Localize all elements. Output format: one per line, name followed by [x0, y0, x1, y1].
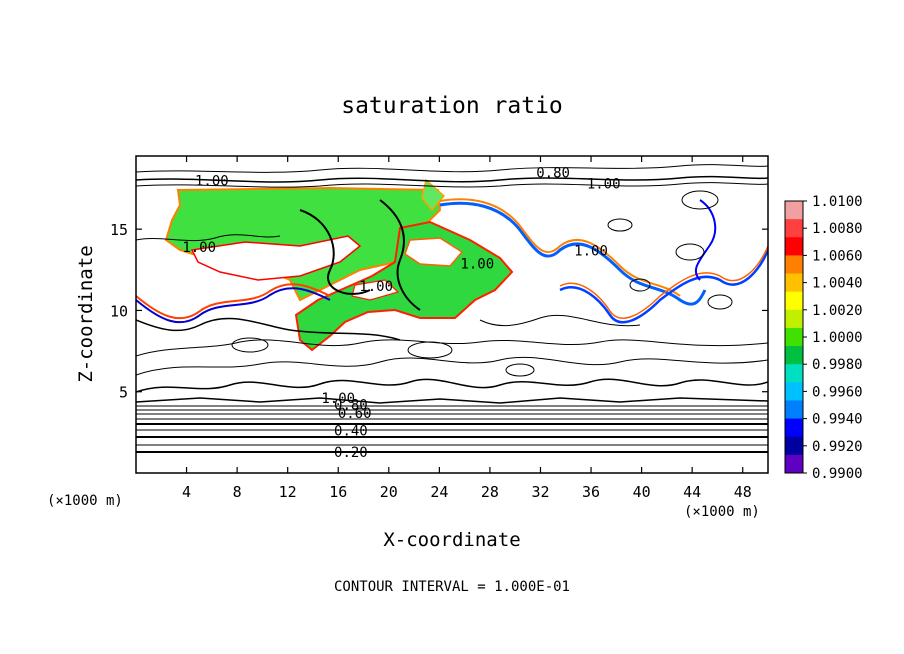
x-tick-label: 8 [233, 483, 242, 501]
plot-frame [135, 155, 769, 474]
colorbar-label: 0.9960 [812, 384, 863, 400]
colorbar-label: 1.0100 [812, 194, 863, 210]
contour-label: 1.00 [460, 256, 494, 272]
colorbar-label: 0.9920 [812, 439, 863, 455]
saturation-field [164, 178, 514, 352]
x-tick-label: 32 [531, 483, 549, 501]
colorbar-swatch [785, 418, 803, 438]
x-tick-label: 20 [380, 483, 398, 501]
colorbar-label: 1.0040 [812, 276, 863, 292]
y-tick-label: 15 [110, 221, 128, 239]
z-unit-label: (×1000 m) [47, 493, 123, 509]
colorbar-swatch [785, 219, 803, 238]
colorbar-swatch [785, 346, 803, 365]
x-tick-label: 24 [430, 483, 448, 501]
field-hole-white-1 [190, 235, 362, 281]
x-tick-label: 12 [279, 483, 297, 501]
fringe-contours [136, 198, 768, 324]
colorbar-label: 1.0000 [812, 330, 863, 346]
contour-interval-note: CONTOUR INTERVAL = 1.000E-01 [334, 579, 570, 595]
colorbar-label: 0.9900 [812, 466, 863, 482]
chart-title: saturation ratio [341, 93, 563, 119]
colorbar-swatch [785, 309, 803, 329]
contour-label: 0.40 [334, 424, 368, 440]
field-hole-white-2 [404, 237, 464, 267]
x-tick-label: 44 [683, 483, 701, 501]
colorbar-label: 1.0020 [812, 303, 863, 319]
contour-label: 0.80 [334, 398, 368, 414]
contour-label: 1.00 [182, 240, 216, 256]
x-tick-label: 16 [329, 483, 347, 501]
y-axis-title: Z-coordinate [75, 245, 97, 382]
colorbar-label: 1.0060 [812, 248, 863, 264]
y-tick-label: 5 [119, 384, 128, 402]
colorbar-swatch [785, 291, 803, 311]
colorbar-swatch [785, 273, 803, 293]
contour-label: 0.20 [334, 445, 368, 461]
colorbar-swatch [785, 237, 803, 256]
x-tick-label: 48 [734, 483, 752, 501]
y-axis: 5 10 15 [110, 221, 768, 402]
colorbar-swatch [785, 255, 803, 275]
colorbar-swatch [785, 400, 803, 420]
x-tick-label: 4 [182, 483, 191, 501]
field-patch-right-blob [421, 178, 446, 212]
contour-label: 0.80 [536, 165, 570, 181]
colorbar-label: 0.9940 [812, 412, 863, 428]
colorbar-swatch [785, 436, 803, 456]
x-axis: 4 8 12 16 20 24 28 32 36 40 44 48 [182, 156, 752, 501]
x-tick-label: 28 [481, 483, 499, 501]
x-unit-label: (×1000 m) [684, 504, 760, 520]
colorbar-swatch [785, 382, 803, 401]
contour-label: 0.60 [338, 406, 372, 422]
colorbar-swatch [785, 364, 803, 383]
x-tick-label: 40 [633, 483, 651, 501]
colorbar-swatch [785, 327, 803, 347]
colorbar-label: 0.9980 [812, 357, 863, 373]
contour-label: 1.00 [321, 391, 355, 407]
contour-label: 1.00 [195, 173, 229, 189]
colorbar: 1.0100 1.0080 1.0060 1.0040 1.0020 1.0000 0.99… [784, 194, 863, 482]
y-tick-label: 10 [110, 302, 128, 320]
colorbar-label: 1.0080 [812, 221, 863, 237]
contour-label: 1.00 [587, 177, 621, 193]
x-tick-label: 36 [582, 483, 600, 501]
contour-label: 1.00 [574, 243, 608, 259]
contour-lines [136, 164, 768, 453]
contour-label: 1.00 [359, 279, 393, 295]
contour-labels: 0.200.400.600.801.001.001.001.001.001.00… [182, 165, 620, 461]
colorbar-swatch [785, 454, 803, 474]
field-patch-upper-left [164, 186, 442, 302]
colorbar-swatch [785, 201, 803, 220]
x-axis-title: X-coordinate [383, 529, 520, 551]
